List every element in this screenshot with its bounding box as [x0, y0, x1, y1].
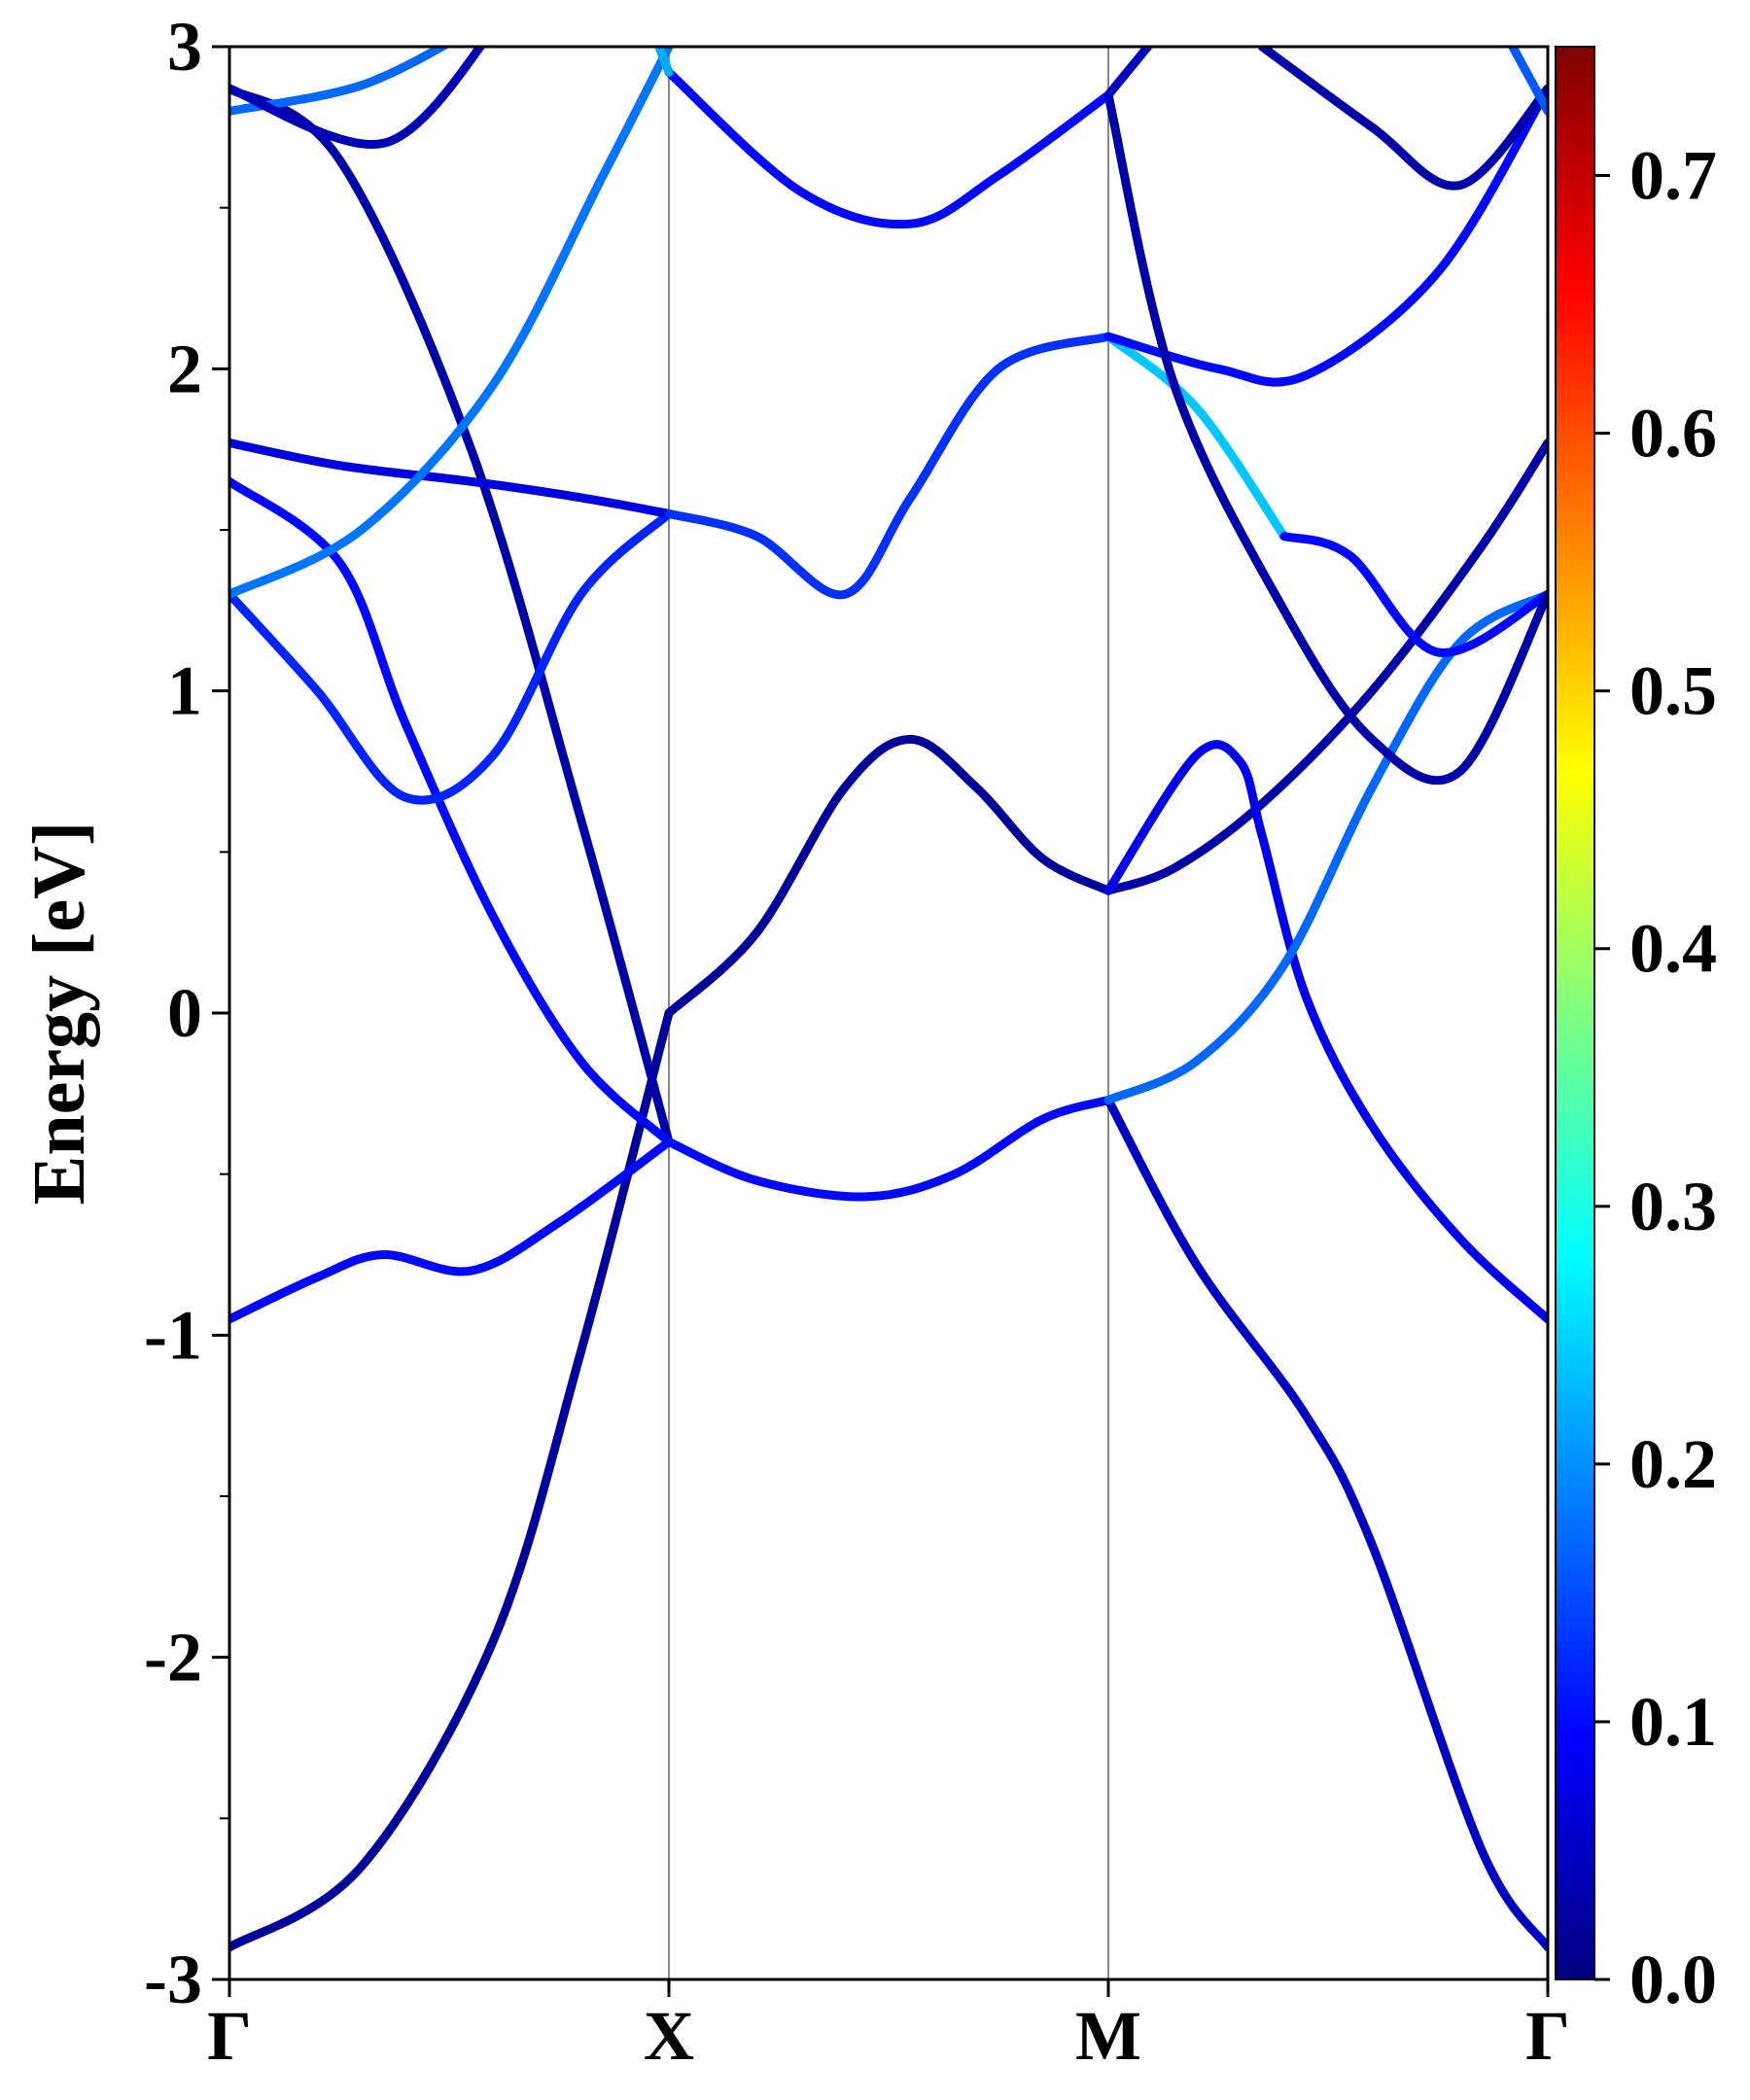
band-line [664, 332, 1113, 600]
colorbar-tick-label: 0.1 [1629, 1683, 1717, 1761]
band-line [1103, 84, 1548, 387]
colorbar-tick-label: 0.4 [1629, 910, 1717, 988]
x-tick-label: Γ [207, 1997, 252, 2075]
band-line [1103, 1096, 1548, 1952]
band-line [1103, 438, 1548, 895]
colorbar-tick-label: 0.5 [1629, 652, 1717, 730]
colorbar-tick-label: 0.3 [1629, 1168, 1717, 1245]
y-axis: -3 -2 -1 0 1 2 3 [144, 8, 229, 2018]
band-line [229, 84, 674, 1146]
colorbar-tick-label: 0.7 [1629, 137, 1717, 215]
band-line [1257, 47, 1548, 191]
band-line [1103, 589, 1548, 1104]
band-line [654, 47, 674, 77]
y-tick-label: -3 [144, 1941, 202, 2018]
band-line [664, 68, 1113, 229]
band-line [229, 476, 674, 1146]
band-line [229, 47, 674, 599]
colorbar-axis: 0.0 0.1 0.2 0.3 0.4 0.5 0.6 0.7 [1594, 137, 1717, 2018]
y-tick-label: 3 [167, 8, 202, 86]
kpoint-separator-lines [668, 47, 1109, 1979]
band-line [229, 1138, 674, 1324]
x-tick-label: M [1075, 1997, 1141, 2075]
band-line [664, 734, 1113, 1018]
band-line [1507, 47, 1548, 116]
y-tick-label: -1 [144, 1296, 202, 1374]
y-tick-label: 2 [167, 330, 202, 407]
band-line [664, 1096, 1113, 1202]
band-line [1103, 47, 1154, 100]
y-tick-label: 1 [167, 652, 202, 730]
colorbar-tick-label: 0.0 [1629, 1941, 1717, 2018]
band-line [229, 47, 486, 150]
x-tick-label: Γ [1525, 1997, 1570, 2075]
band-line [1279, 532, 1548, 657]
y-tick-label: 0 [167, 974, 202, 1052]
x-tick-label: X [644, 1997, 694, 2075]
band-lines [229, 47, 1548, 1952]
band-line [229, 438, 674, 518]
band-line [229, 1008, 674, 1952]
y-axis-title: Energy [eV] [18, 822, 100, 1206]
colorbar-tick-label: 0.2 [1629, 1425, 1717, 1503]
colorbar [1555, 46, 1595, 1980]
band-line [229, 508, 674, 805]
y-tick-label: -2 [144, 1619, 202, 1697]
band-line [1103, 90, 1548, 786]
band-line [1103, 332, 1289, 542]
colorbar-tick-label: 0.6 [1629, 395, 1717, 472]
